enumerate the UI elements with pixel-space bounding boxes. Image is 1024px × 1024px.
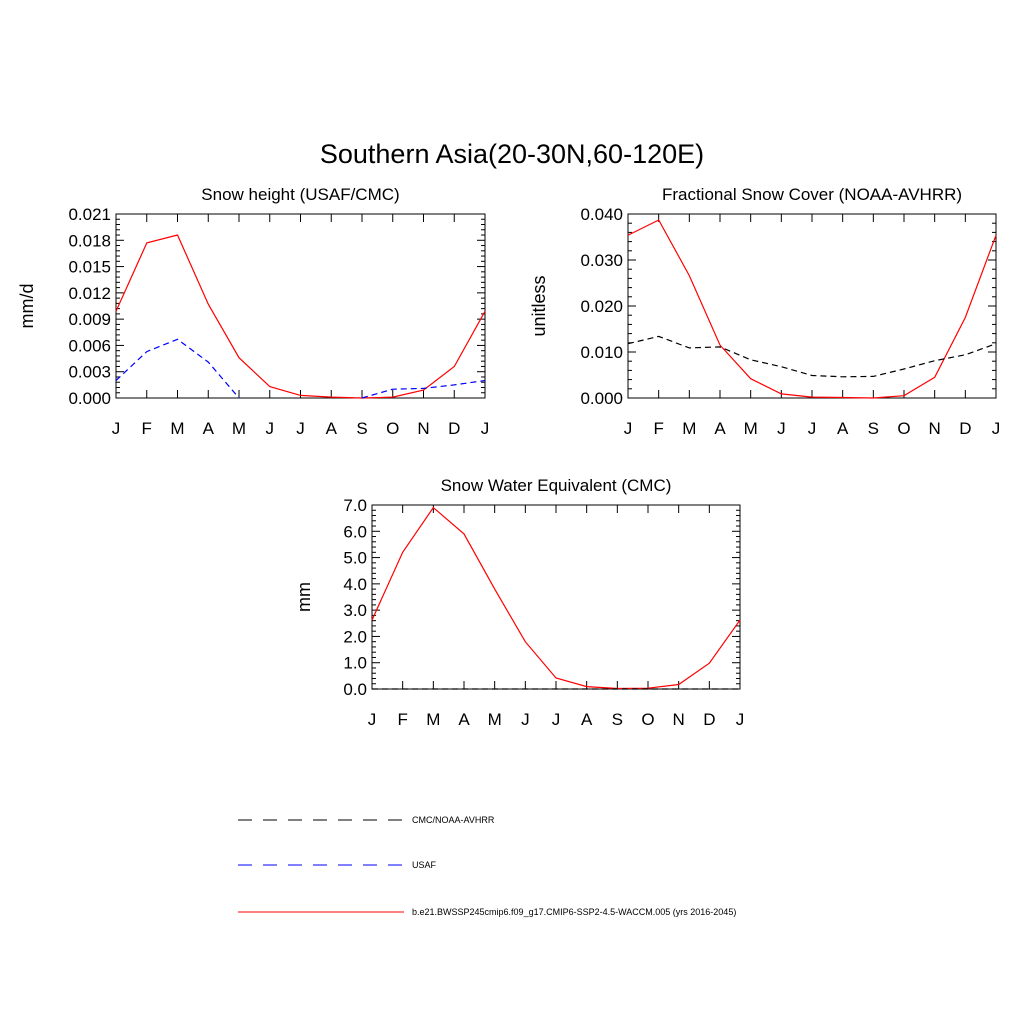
y-tick-label: 0.003: [68, 363, 111, 382]
y-tick-label: 0.012: [68, 284, 111, 303]
x-tick-label: J: [521, 710, 530, 729]
legend-item: USAF: [238, 860, 437, 870]
x-tick-label: O: [897, 419, 910, 438]
y-tick-label: 1.0: [343, 654, 367, 673]
x-tick-label: D: [703, 710, 715, 729]
y-tick-label: 7.0: [343, 496, 367, 515]
x-tick-label: J: [777, 419, 786, 438]
chart-title: Snow height (USAF/CMC): [201, 185, 399, 204]
x-tick-label: N: [929, 419, 941, 438]
x-tick-label: D: [448, 419, 460, 438]
x-tick-label: O: [641, 710, 654, 729]
chart-panel-3: Snow Water Equivalent (CMC)J F M A M J J A S O N D J…: [294, 476, 744, 729]
legend-label: b.e21.BWSSP245cmip6.f09_g17.CMIP6-SSP2-4…: [412, 907, 736, 917]
y-axis-label: mm/d: [17, 284, 37, 329]
y-tick-label: 0.0: [343, 680, 367, 699]
y-tick-label: 6.0: [343, 522, 367, 541]
x-tick-label: J: [992, 419, 1001, 438]
y-axis-label: mm: [294, 582, 314, 612]
y-tick-label: 0.000: [68, 389, 111, 408]
legend: CMC/NOAA-AVHRR USAF b.e21.BWSSP245cmip6.f0…: [238, 815, 736, 917]
y-tick-label: 3.0: [343, 601, 367, 620]
x-tick-label: M: [232, 419, 246, 438]
x-tick-label: M: [170, 419, 184, 438]
x-tick-label: A: [326, 419, 338, 438]
x-tick-label: M: [488, 710, 502, 729]
y-tick-label: 0.010: [580, 343, 623, 362]
y-tick-label: 0.000: [580, 389, 623, 408]
x-tick-label: A: [458, 710, 470, 729]
x-tick-label: A: [581, 710, 593, 729]
series-line-model: [627, 219, 997, 399]
x-tick-label: A: [714, 419, 726, 438]
y-axis-label: unitless: [529, 275, 549, 336]
chart-title: Snow Water Equivalent (CMC): [441, 476, 672, 495]
legend-label: CMC/NOAA-AVHRR: [412, 815, 495, 825]
series-line-usaf: [115, 338, 240, 399]
x-tick-label: M: [744, 419, 758, 438]
legend-item: b.e21.BWSSP245cmip6.f09_g17.CMIP6-SSP2-4…: [238, 907, 736, 917]
x-tick-label: A: [837, 419, 849, 438]
x-tick-label: J: [481, 419, 490, 438]
x-tick-label: J: [266, 419, 275, 438]
y-tick-label: 0.018: [68, 231, 111, 250]
x-tick-label: S: [868, 419, 879, 438]
y-tick-label: 0.015: [68, 258, 111, 277]
chart-panel-2: Fractional Snow Cover (NOAA-AVHRR)J F M A M J…: [529, 185, 1000, 438]
panels: Snow height (USAF/CMC)J F M A M J J A S O N D J0.000…: [17, 185, 1000, 729]
x-tick-label: S: [612, 710, 623, 729]
x-tick-label: M: [682, 419, 696, 438]
x-tick-label: O: [386, 419, 399, 438]
legend-label: USAF: [412, 860, 437, 870]
x-tick-label: D: [959, 419, 971, 438]
plot-frame: [627, 213, 997, 399]
chart-title: Fractional Snow Cover (NOAA-AVHRR): [662, 185, 962, 204]
x-tick-label: S: [356, 419, 367, 438]
series-line-usaf: [361, 379, 486, 399]
x-tick-label: J: [368, 710, 377, 729]
y-tick-label: 0.009: [68, 310, 111, 329]
x-tick-label: M: [426, 710, 440, 729]
figure-title: Southern Asia(20-30N,60-120E): [320, 139, 704, 169]
legend-item: CMC/NOAA-AVHRR: [238, 815, 495, 825]
plot-frame: [371, 504, 741, 690]
series-line-obs: [627, 335, 997, 378]
y-tick-label: 0.021: [68, 205, 111, 224]
plot-frame: [115, 213, 486, 399]
x-tick-label: J: [736, 710, 745, 729]
x-tick-label: J: [624, 419, 633, 438]
x-tick-label: N: [417, 419, 429, 438]
x-tick-label: F: [653, 419, 663, 438]
x-tick-label: F: [397, 710, 407, 729]
x-tick-label: J: [296, 419, 305, 438]
x-tick-label: J: [552, 710, 561, 729]
x-tick-label: J: [112, 419, 121, 438]
y-tick-label: 5.0: [343, 549, 367, 568]
y-tick-label: 0.030: [580, 251, 623, 270]
y-tick-label: 0.006: [68, 336, 111, 355]
y-tick-label: 0.020: [580, 297, 623, 316]
x-tick-label: J: [808, 419, 817, 438]
y-tick-label: 2.0: [343, 627, 367, 646]
series-line-model: [115, 234, 486, 399]
x-tick-label: A: [203, 419, 215, 438]
series-line-model: [371, 506, 741, 690]
y-tick-label: 4.0: [343, 575, 367, 594]
x-tick-label: N: [673, 710, 685, 729]
x-tick-label: F: [142, 419, 152, 438]
chart-panel-1: Snow height (USAF/CMC)J F M A M J J A S O N D J0.000…: [17, 185, 489, 438]
y-tick-label: 0.040: [580, 205, 623, 224]
